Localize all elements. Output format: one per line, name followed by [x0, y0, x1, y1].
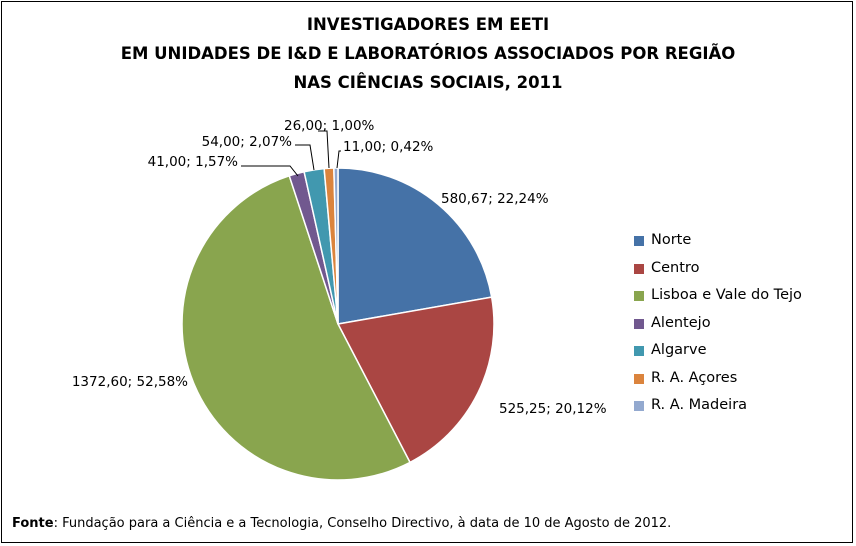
data-label-r-a-madeira: 11,00; 0,42%	[343, 139, 434, 155]
legend-swatch	[634, 236, 644, 246]
leader-lines	[241, 130, 341, 177]
legend-swatch	[634, 373, 644, 384]
legend-label: Centro	[651, 259, 700, 276]
pie-slice-r-a-madeira	[333, 167, 339, 325]
data-label-centro: 525,25; 20,12%	[499, 401, 607, 417]
data-label-alentejo: 41,00; 1,57%	[148, 154, 239, 170]
leader-line-algarve	[295, 144, 315, 171]
pie-slices	[181, 167, 495, 481]
chart-title-line-3: NAS CIÊNCIAS SOCIAIS, 2011	[293, 73, 563, 92]
source-label: Fonte	[12, 516, 54, 531]
legend-label: Lisboa e Vale do Tejo	[651, 287, 802, 303]
chart-title: INVESTIGADORES EM EETI EM UNIDADES DE I&…	[0, 10, 856, 97]
pie-slice-centro	[336, 296, 495, 464]
data-label-algarve: 54,00; 2,07%	[202, 134, 293, 150]
source-note: Fonte: Fundação para a Ciência e a Tecno…	[12, 516, 671, 531]
legend-label: Norte	[651, 232, 692, 248]
legend-label: Algarve	[651, 342, 707, 358]
legend-label: R. A. Madeira	[651, 397, 748, 413]
leader-line-r-a-madeira	[336, 150, 341, 169]
legend-label: R. A. Açores	[651, 369, 738, 386]
legend-swatch	[634, 291, 644, 301]
data-label-lisboa-e-vale-do-tejo: 1372,60; 52,58%	[72, 374, 188, 390]
chart-title-line-2: EM UNIDADES DE I&D E LABORATÓRIOS ASSOCI…	[120, 44, 736, 63]
pie-slice-norte	[337, 167, 493, 325]
legend-swatch	[634, 401, 644, 411]
legend-swatch	[634, 346, 644, 356]
data-label-r-a-acores: 26,00; 1,00%	[284, 118, 375, 134]
pie-slice-lisboa-e-vale-do-tejo	[181, 174, 412, 481]
legend-label: Alentejo	[651, 314, 711, 331]
leader-line-r-a-acores	[318, 130, 330, 169]
leader-line-alentejo	[241, 165, 299, 177]
source-text: : Fundação para a Ciência e a Tecnologia…	[53, 516, 672, 531]
legend-swatch	[634, 263, 644, 274]
legend-swatch	[634, 318, 644, 329]
data-labels: 580,67; 22,24% 525,25; 20,12% 1372,60; 52,…	[72, 118, 607, 417]
chart-title-line-1: INVESTIGADORES EM EETI	[306, 15, 550, 34]
data-label-norte: 580,67; 22,24%	[441, 191, 549, 207]
